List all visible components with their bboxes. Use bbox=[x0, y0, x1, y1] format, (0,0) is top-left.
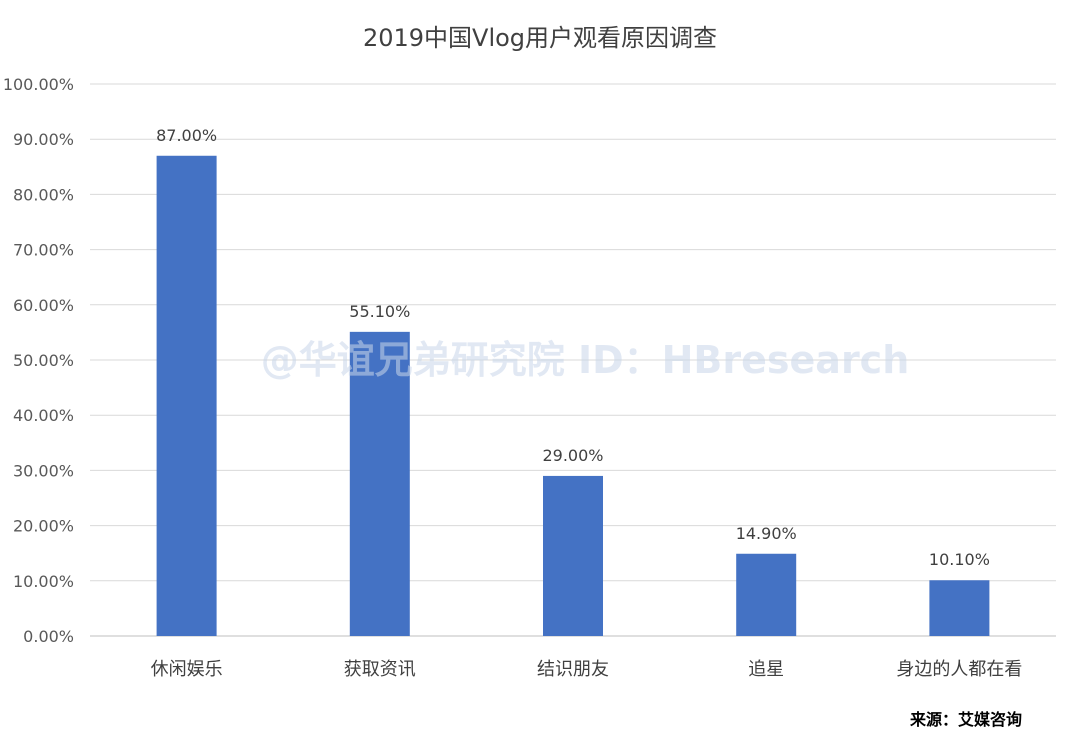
data-labels: 87.00% 55.10% 29.00% 14.90% 10.10% bbox=[156, 126, 990, 569]
category-label: 结识朋友 bbox=[537, 659, 609, 680]
data-label: 29.00% bbox=[542, 446, 603, 465]
y-tick-label: 10.00% bbox=[13, 572, 74, 591]
y-tick-label: 50.00% bbox=[13, 351, 74, 370]
bar bbox=[349, 331, 410, 636]
bar bbox=[156, 155, 217, 636]
category-label: 休闲娱乐 bbox=[151, 659, 223, 680]
bar bbox=[929, 580, 990, 636]
bar bbox=[736, 553, 797, 636]
y-tick-label: 30.00% bbox=[13, 461, 74, 480]
data-label: 14.90% bbox=[736, 524, 797, 543]
data-label: 10.10% bbox=[929, 550, 990, 569]
y-tick-label: 40.00% bbox=[13, 406, 74, 425]
chart-title: 2019中国Vlog用户观看原因调查 bbox=[363, 24, 717, 52]
y-tick-label: 80.00% bbox=[13, 185, 74, 204]
y-tick-label: 100.00% bbox=[3, 75, 74, 94]
data-label: 55.10% bbox=[349, 302, 410, 321]
source-note: 来源：艾媒咨询 bbox=[909, 710, 1022, 729]
y-tick-label: 20.00% bbox=[13, 517, 74, 536]
bar bbox=[543, 475, 603, 636]
gridlines bbox=[90, 83, 1056, 637]
category-label: 获取资讯 bbox=[344, 659, 416, 680]
category-label: 追星 bbox=[748, 659, 784, 680]
x-axis-categories: 休闲娱乐 获取资讯 结识朋友 追星 身边的人都在看 bbox=[151, 659, 1023, 680]
y-tick-label: 60.00% bbox=[13, 296, 74, 315]
y-tick-label: 90.00% bbox=[13, 130, 74, 149]
watermark: @华谊兄弟研究院 ID：HBresearch bbox=[261, 338, 910, 382]
y-tick-label: 70.00% bbox=[13, 241, 74, 260]
bars bbox=[156, 155, 990, 636]
y-axis-ticks: 0.00% 10.00% 20.00% 30.00% 40.00% 50.00% 60.00… bbox=[3, 75, 74, 646]
y-tick-label: 0.00% bbox=[23, 627, 74, 646]
category-label: 身边的人都在看 bbox=[896, 659, 1022, 680]
data-label: 87.00% bbox=[156, 126, 217, 145]
